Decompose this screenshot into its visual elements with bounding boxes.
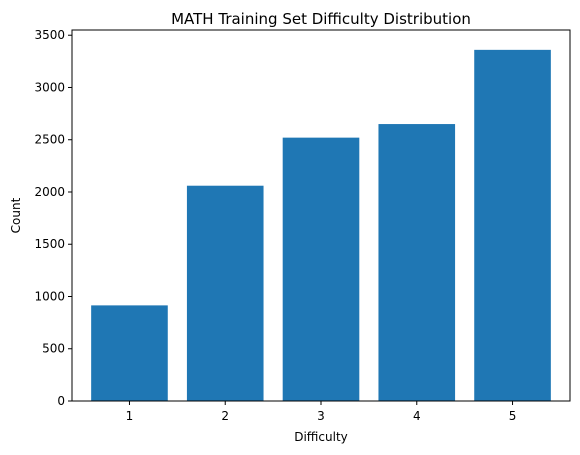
x-tick-label: 5 <box>509 409 517 423</box>
y-tick-label: 3000 <box>34 80 65 94</box>
y-axis-label: Count <box>9 197 23 233</box>
chart-title: MATH Training Set Difficulty Distributio… <box>171 10 471 28</box>
x-tick-label: 3 <box>317 409 325 423</box>
y-tick-label: 0 <box>57 394 65 408</box>
bar-1 <box>91 305 168 401</box>
bar-3 <box>282 137 360 401</box>
y-axis-ticks: 0 500 1000 1500 2000 2500 3000 3500 <box>34 28 72 408</box>
bar-5 <box>474 49 551 402</box>
y-tick-label: 1500 <box>34 237 65 251</box>
bar-4 <box>378 124 456 401</box>
bars-group <box>91 49 551 402</box>
x-tick-label: 1 <box>126 409 134 423</box>
plot-frame <box>71 29 571 402</box>
y-tick-label: 2000 <box>34 185 65 199</box>
x-tick-label: 2 <box>221 409 229 423</box>
y-tick-label: 2500 <box>34 133 65 147</box>
x-tick-label: 4 <box>413 409 421 423</box>
x-axis-label: Difficulty <box>294 430 348 444</box>
bar-2 <box>186 185 264 401</box>
x-axis-ticks: 1 2 3 4 5 <box>126 401 517 423</box>
y-tick-label: 3500 <box>34 28 65 42</box>
y-tick-label: 500 <box>42 342 65 356</box>
y-tick-label: 1000 <box>34 289 65 303</box>
